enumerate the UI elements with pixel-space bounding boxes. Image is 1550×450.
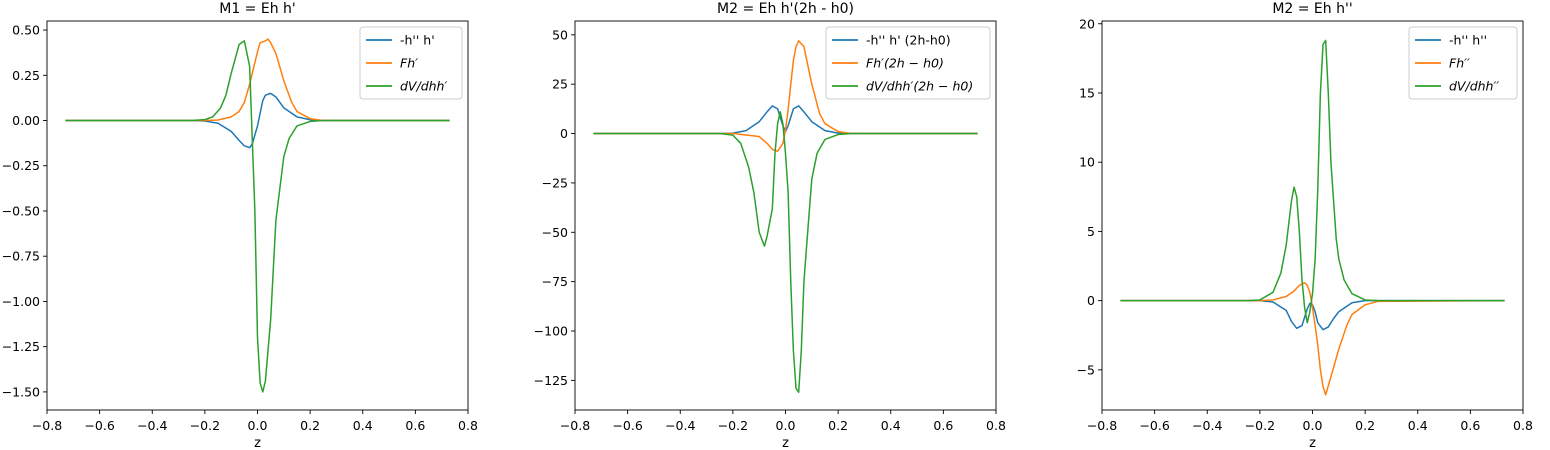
x-tick-label: −0.4 bbox=[137, 418, 167, 433]
y-tick-label: −25 bbox=[542, 175, 568, 190]
y-tick-label: 15 bbox=[1079, 85, 1095, 100]
x-tick-label: −0.6 bbox=[1139, 418, 1169, 433]
series-line-2 bbox=[65, 38, 450, 122]
y-tick-label: 0 bbox=[1087, 293, 1095, 308]
x-tick-label: 0.8 bbox=[1513, 418, 1533, 433]
x-tick-label: 0.6 bbox=[405, 418, 425, 433]
x-axis-label: z bbox=[1309, 436, 1316, 450]
x-tick-label: −0.6 bbox=[84, 418, 114, 433]
legend: -h'' h' (2h-h0) Fh′(2h − h0) dV/dhh′(2h − … bbox=[825, 26, 991, 100]
x-tick-label: 0.0 bbox=[1303, 418, 1323, 433]
x-tick-label: −0.4 bbox=[665, 418, 695, 433]
legend-label: dV/dhh′′ bbox=[1449, 79, 1499, 94]
legend-label: Fh′ bbox=[400, 56, 418, 71]
legend-box bbox=[359, 26, 463, 100]
x-tick-label: −0.8 bbox=[560, 418, 590, 433]
series-line-3 bbox=[65, 40, 450, 393]
x-tick-label: 0.0 bbox=[248, 418, 268, 433]
x-tick-label: 0.6 bbox=[1460, 418, 1480, 433]
x-tick-label: 0.2 bbox=[828, 418, 848, 433]
x-axis-label: z bbox=[782, 436, 789, 450]
x-tick-label: 0.8 bbox=[458, 418, 478, 433]
y-tick-label: 0 bbox=[560, 126, 568, 141]
x-axis-label: z bbox=[254, 436, 261, 450]
y-tick-label: −50 bbox=[542, 225, 568, 240]
x-tick-label: −0.8 bbox=[32, 418, 62, 433]
x-tick-label: −0.2 bbox=[1245, 418, 1275, 433]
y-tick-label: −125 bbox=[534, 373, 568, 388]
y-tick-label: 20 bbox=[1079, 16, 1095, 31]
x-tick-label: 0.0 bbox=[776, 418, 796, 433]
y-tick-label: 50 bbox=[552, 27, 568, 42]
chart-title: M2 = Eh h'(2h - h0) bbox=[717, 1, 854, 17]
legend-label: dV/dhh′(2h − h0) bbox=[866, 79, 973, 94]
x-tick-label: 0.4 bbox=[1408, 418, 1428, 433]
legend: -h'' h'' Fh′′ dV/dhh′′ bbox=[1408, 26, 1518, 100]
x-tick-label: 0.8 bbox=[986, 418, 1006, 433]
legend-label: Fh′(2h − h0) bbox=[866, 56, 944, 71]
subplot-2: M2 = Eh h'(2h - h0) −0.8 −0.6 −0.4 −0.2 0.0 0.… bbox=[534, 1, 1006, 450]
y-tick-label: 0.25 bbox=[12, 68, 40, 83]
legend-box bbox=[825, 26, 991, 100]
y-tick-label: 10 bbox=[1079, 155, 1095, 170]
y-tick-label: −0.75 bbox=[2, 249, 40, 264]
series-line-2 bbox=[593, 40, 978, 153]
series-line-1 bbox=[65, 92, 450, 149]
y-tick-label: −75 bbox=[542, 274, 568, 289]
series-line-2 bbox=[1120, 281, 1505, 396]
x-tick-label: 0.6 bbox=[933, 418, 953, 433]
y-tick-label: 0.00 bbox=[12, 113, 40, 128]
y-tick-label: −1.00 bbox=[2, 294, 40, 309]
chart-title: M1 = Eh h' bbox=[219, 1, 296, 17]
legend-label: -h'' h' (2h-h0) bbox=[866, 33, 951, 48]
x-tick-label: −0.8 bbox=[1087, 418, 1117, 433]
x-tick-label: 0.4 bbox=[353, 418, 373, 433]
legend: -h'' h' Fh′ dV/dhh′ bbox=[359, 26, 463, 100]
subplot-3: M2 = Eh h'' −0.8 −0.6 −0.4 −0.2 0.0 0.2 0.4 0.6 0… bbox=[1077, 1, 1533, 450]
x-tick-label: −0.6 bbox=[612, 418, 642, 433]
x-tick-label: 0.4 bbox=[881, 418, 901, 433]
legend-box bbox=[1408, 26, 1518, 100]
series-line-3 bbox=[593, 111, 978, 393]
y-tick-label: −5 bbox=[1077, 362, 1095, 377]
legend-label: dV/dhh′ bbox=[400, 79, 447, 94]
y-tick-label: −0.25 bbox=[2, 158, 40, 173]
x-tick-label: 0.2 bbox=[300, 418, 320, 433]
y-tick-label: 5 bbox=[1087, 224, 1095, 239]
y-tick-label: −100 bbox=[534, 324, 568, 339]
series-line-3 bbox=[1120, 39, 1505, 324]
x-tick-label: −0.2 bbox=[190, 418, 220, 433]
y-tick-label: 25 bbox=[552, 77, 568, 92]
y-tick-label: −1.25 bbox=[2, 339, 40, 354]
x-tick-label: 0.2 bbox=[1355, 418, 1375, 433]
subplot-1: M1 = Eh h' −0.8 −0.6 −0.4 −0.2 0.0 0.2 0.4 0.6 0.… bbox=[2, 1, 478, 450]
y-tick-label: 0.50 bbox=[12, 23, 40, 38]
legend-label: Fh′′ bbox=[1449, 56, 1470, 71]
legend-label: -h'' h'' bbox=[1449, 33, 1487, 48]
x-tick-label: −0.4 bbox=[1192, 418, 1222, 433]
legend-label: -h'' h' bbox=[400, 33, 435, 48]
y-tick-label: −0.50 bbox=[2, 203, 40, 218]
chart-title: M2 = Eh h'' bbox=[1272, 1, 1352, 17]
x-tick-label: −0.2 bbox=[718, 418, 748, 433]
y-tick-label: −1.50 bbox=[2, 384, 40, 399]
